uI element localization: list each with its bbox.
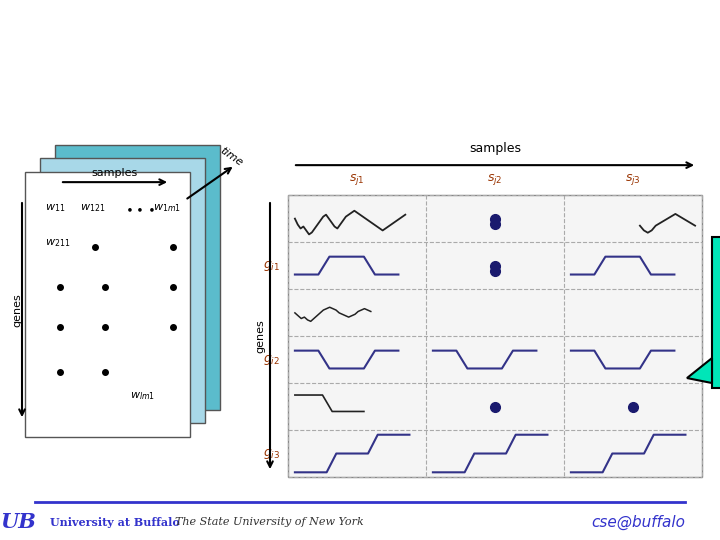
Text: genes: genes bbox=[255, 319, 265, 353]
Bar bbox=[712, 237, 720, 388]
Bar bbox=[25, 172, 190, 437]
Bar bbox=[40, 158, 205, 423]
Text: $\bullet\bullet\bullet$: $\bullet\bullet\bullet$ bbox=[125, 202, 156, 215]
Bar bbox=[288, 195, 702, 477]
Text: $w_{211}$: $w_{211}$ bbox=[45, 237, 71, 249]
Text: $w_{121}$: $w_{121}$ bbox=[80, 202, 105, 214]
Text: genes: genes bbox=[12, 293, 22, 327]
Text: samples: samples bbox=[92, 168, 138, 178]
Polygon shape bbox=[687, 358, 712, 383]
Text: $g_{i3}$: $g_{i3}$ bbox=[263, 447, 280, 461]
Text: $g_{i1}$: $g_{i1}$ bbox=[263, 259, 280, 273]
Text: 3-D Microarray Data: 3-D Microarray Data bbox=[91, 23, 629, 68]
Text: $w_{11}$: $w_{11}$ bbox=[45, 202, 66, 214]
Text: cse@buffalo: cse@buffalo bbox=[591, 515, 685, 530]
Text: $s_{j1}$: $s_{j1}$ bbox=[349, 172, 365, 187]
Text: $s_{j3}$: $s_{j3}$ bbox=[625, 172, 641, 187]
Text: The State University of New York: The State University of New York bbox=[175, 517, 364, 527]
Text: $w_{lm1}$: $w_{lm1}$ bbox=[130, 390, 155, 402]
Text: $g_{i2}$: $g_{i2}$ bbox=[263, 353, 280, 367]
Text: $s_{j2}$: $s_{j2}$ bbox=[487, 172, 503, 187]
Text: samples: samples bbox=[469, 142, 521, 155]
Bar bbox=[55, 145, 220, 410]
Text: time: time bbox=[218, 145, 244, 168]
Text: $w_{1m1}$: $w_{1m1}$ bbox=[153, 202, 181, 214]
Text: UB: UB bbox=[0, 512, 36, 532]
Text: University at Buffalo: University at Buffalo bbox=[50, 516, 180, 528]
